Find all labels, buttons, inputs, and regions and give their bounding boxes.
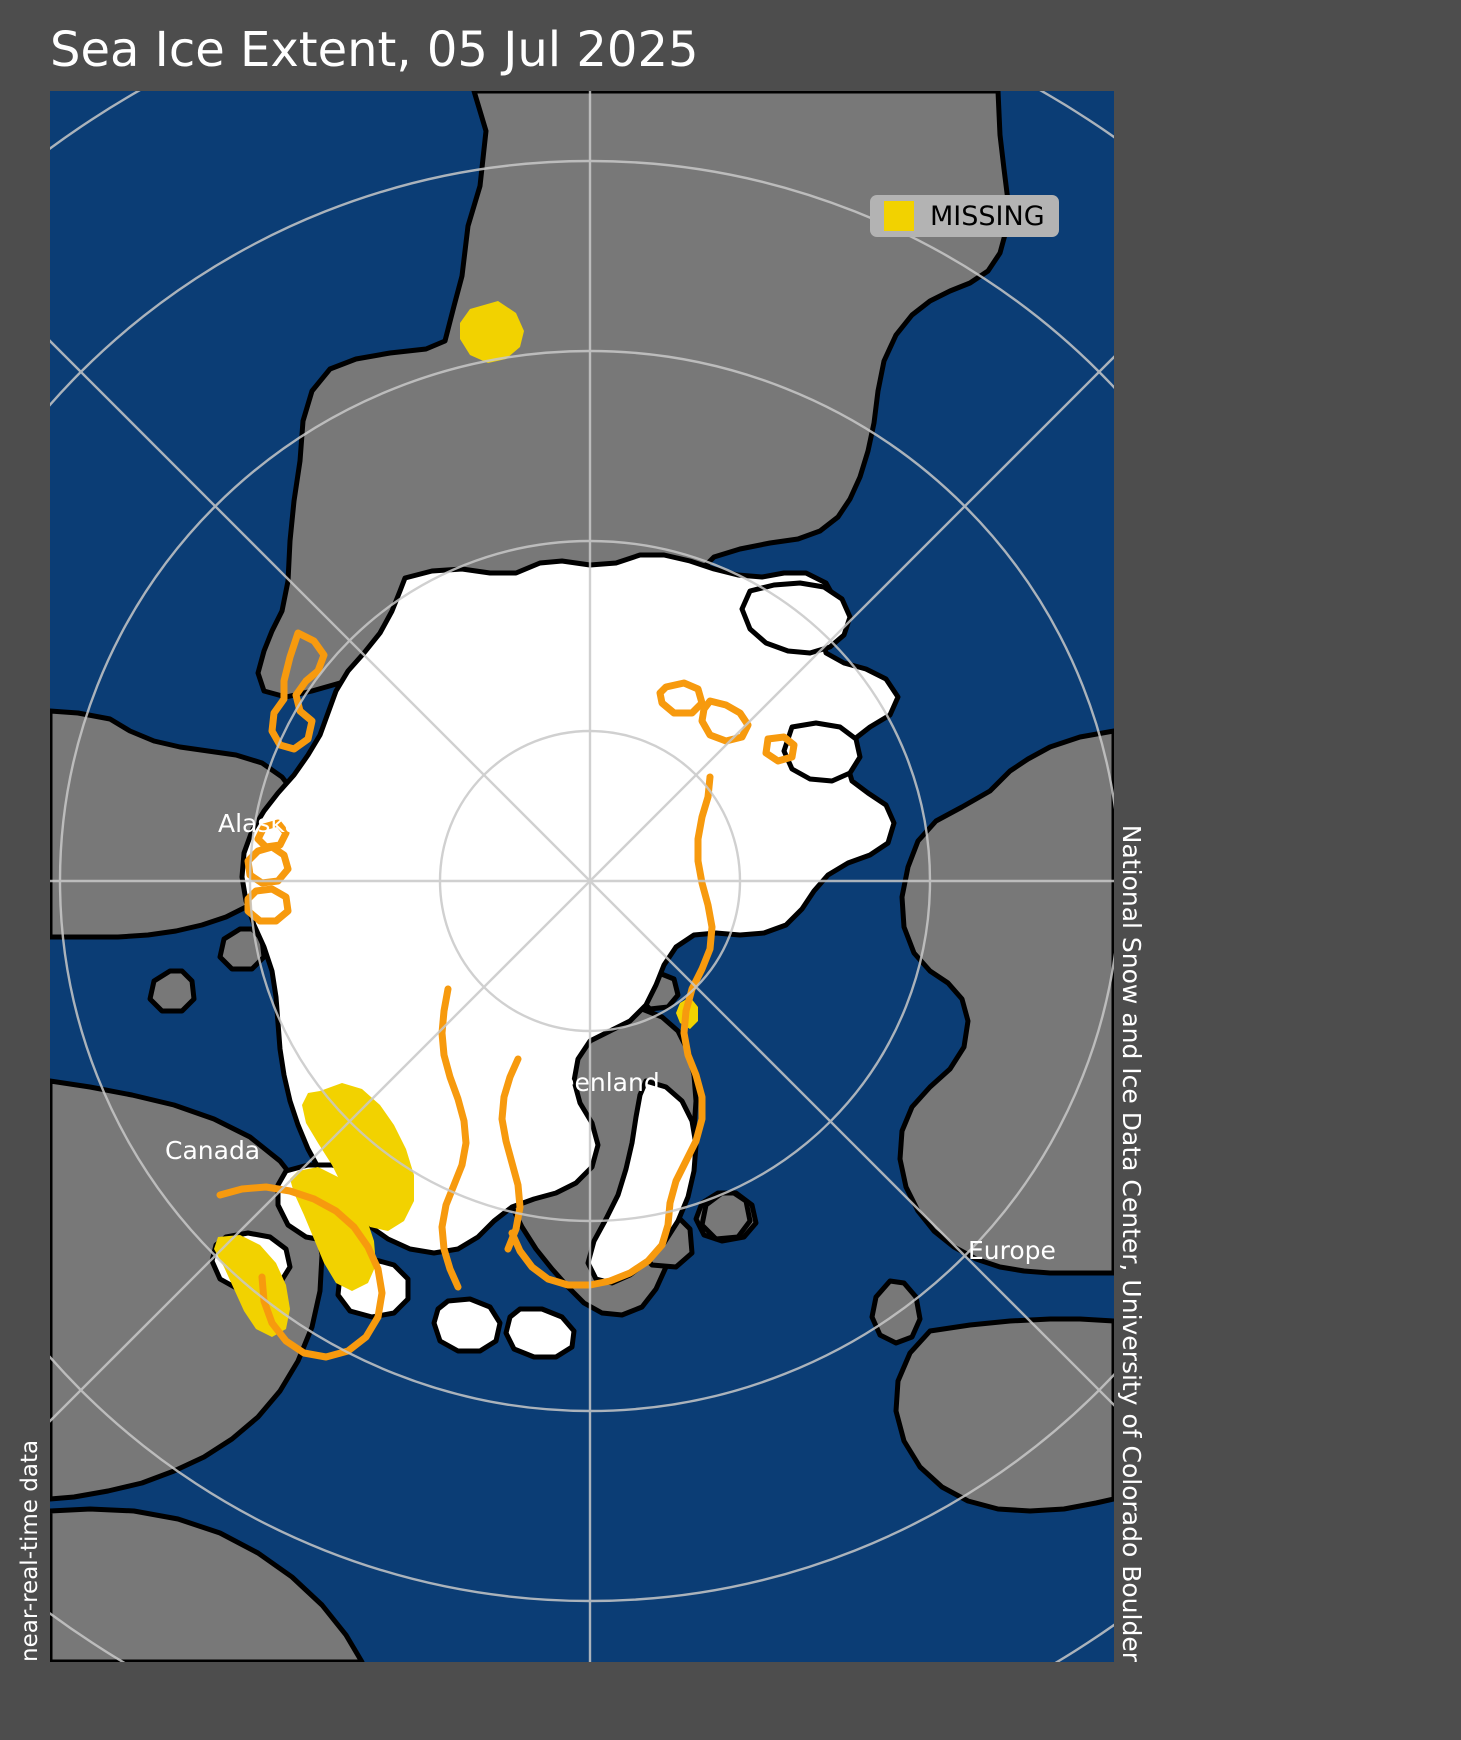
landmass-british-isles: [869, 1278, 923, 1346]
missing-region-chukotka: [460, 301, 524, 363]
graticule-meridian-135e: [589, 880, 1114, 1407]
median-edge-beaufort-loop-1: [254, 819, 290, 851]
median-edge-franz-josef: [762, 733, 798, 765]
landmass-victoria-island: [147, 968, 197, 1014]
ice-patch-greenland-south: [503, 1306, 577, 1360]
graticule-layer: [50, 91, 1114, 1662]
legend-missing-label: MISSING: [930, 200, 1045, 232]
median-edge-beaufort-loop-3: [244, 885, 292, 925]
median-edge-hudson: [216, 1183, 386, 1361]
ice-lobe-barents: [781, 720, 863, 784]
median-edge-greenland-sea: [498, 1055, 524, 1253]
median-edge-kara-loop: [656, 679, 706, 717]
sea-ice-map[interactable]: Russia Alaska Greenland Canada Europe MI…: [50, 91, 1114, 1662]
graticule-meridian-45e: [589, 355, 1114, 882]
legend-missing[interactable]: MISSING: [870, 195, 1059, 237]
landmass-southeast: [893, 1316, 1114, 1514]
page-title: Sea Ice Extent, 05 Jul 2025: [50, 22, 699, 78]
data-source-credit: National Snow and Ice Data Center, Unive…: [1117, 824, 1146, 1662]
ice-lobe-laptev: [739, 580, 853, 656]
median-edge-east-greenland: [508, 773, 716, 1289]
missing-region-canadian-arctic-d: [340, 1113, 394, 1189]
median-ice-edge-layer: [216, 629, 798, 1361]
landmass-baffin-aux: [699, 1190, 753, 1242]
missing-color-swatch: [884, 201, 914, 231]
map-canvas: [50, 91, 1114, 1662]
landmass-canada-south: [50, 1506, 365, 1662]
median-edge-svalbard: [698, 697, 752, 745]
median-edge-chukchi: [268, 629, 328, 753]
median-edge-baffin: [438, 985, 470, 1291]
graticule-meridian-45w: [50, 339, 591, 882]
data-quality-note: near-real-time data: [17, 1439, 43, 1662]
graticule-meridian-135w: [50, 880, 591, 1423]
ice-patch-labrador: [431, 1296, 503, 1354]
